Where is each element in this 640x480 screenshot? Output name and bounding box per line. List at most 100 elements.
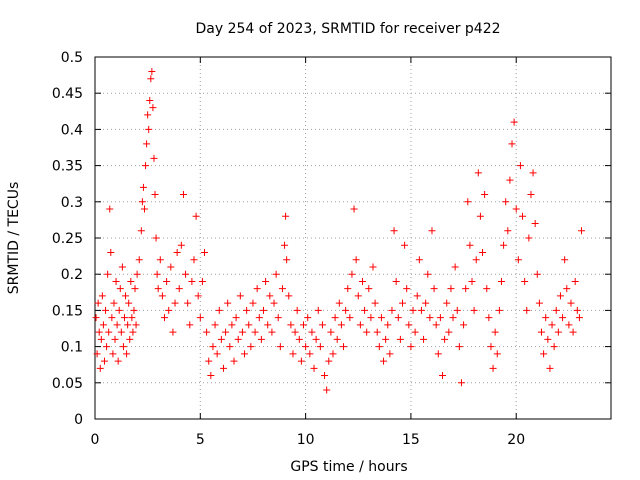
data-point <box>369 263 377 271</box>
data-point <box>137 227 145 235</box>
data-point <box>523 306 531 314</box>
data-point <box>104 270 112 278</box>
data-point <box>358 277 366 285</box>
data-point <box>424 270 432 278</box>
data-point <box>312 335 320 343</box>
data-point <box>449 314 457 322</box>
data-point <box>145 125 153 133</box>
data-point <box>403 285 411 293</box>
data-point <box>300 321 308 329</box>
data-point <box>481 191 489 199</box>
data-point <box>516 162 524 170</box>
x-tick-label: 10 <box>297 432 315 448</box>
data-point <box>497 277 505 285</box>
y-tick-label: 0.45 <box>52 86 83 102</box>
data-point <box>293 306 301 314</box>
data-point <box>169 328 177 336</box>
data-point <box>491 328 499 336</box>
data-point <box>323 386 331 394</box>
data-point <box>578 227 586 235</box>
data-point <box>439 372 447 380</box>
data-point <box>182 270 190 278</box>
data-point <box>93 350 101 358</box>
data-point <box>295 335 303 343</box>
data-point <box>464 198 472 206</box>
data-point <box>367 314 375 322</box>
data-point <box>184 299 192 307</box>
data-point <box>573 306 581 314</box>
data-point <box>132 321 140 329</box>
data-point <box>268 328 276 336</box>
data-point <box>430 285 438 293</box>
data-point <box>114 357 122 365</box>
data-point <box>546 364 554 372</box>
data-point <box>270 299 278 307</box>
data-point <box>504 227 512 235</box>
data-point <box>173 248 181 256</box>
data-point <box>457 379 465 387</box>
data-point <box>479 248 487 256</box>
data-point <box>245 321 253 329</box>
data-point <box>363 328 371 336</box>
data-point <box>407 343 415 351</box>
data-point <box>120 314 128 322</box>
data-point <box>243 306 251 314</box>
data-point <box>217 335 225 343</box>
data-point <box>310 364 318 372</box>
data-point <box>426 314 434 322</box>
data-point <box>476 212 484 220</box>
data-point <box>521 277 529 285</box>
data-point <box>510 118 518 126</box>
data-point <box>138 198 146 206</box>
data-point <box>274 314 282 322</box>
data-point <box>447 285 455 293</box>
data-point <box>251 328 259 336</box>
data-point <box>460 321 468 329</box>
data-point <box>352 256 360 264</box>
data-point <box>203 328 211 336</box>
data-point <box>556 292 564 300</box>
data-point <box>236 292 244 300</box>
data-point <box>502 198 510 206</box>
y-tick-label: 0.4 <box>61 122 83 138</box>
data-point <box>337 321 345 329</box>
data-point <box>198 277 206 285</box>
data-point <box>525 234 533 242</box>
data-point <box>487 343 495 351</box>
data-point <box>92 314 100 322</box>
data-point <box>500 241 508 249</box>
data-point <box>130 306 138 314</box>
data-point <box>434 350 442 358</box>
data-point <box>177 241 185 249</box>
y-tick-label: 0.3 <box>61 195 83 211</box>
data-point <box>276 343 284 351</box>
data-point <box>179 191 187 199</box>
data-point <box>228 321 236 329</box>
data-point <box>563 285 571 293</box>
data-point <box>417 306 425 314</box>
data-point <box>527 191 535 199</box>
data-point <box>150 154 158 162</box>
data-point <box>149 104 157 112</box>
data-point <box>542 314 550 322</box>
data-point <box>411 328 419 336</box>
data-point <box>165 306 173 314</box>
data-point <box>375 343 383 351</box>
data-point <box>156 256 164 264</box>
data-point <box>110 299 118 307</box>
data-point <box>373 328 381 336</box>
data-point <box>144 111 152 119</box>
data-point <box>148 67 156 75</box>
y-tick-label: 0.15 <box>52 303 83 319</box>
data-point <box>186 321 194 329</box>
data-point <box>118 263 126 271</box>
data-point <box>371 299 379 307</box>
data-point <box>232 314 240 322</box>
data-point <box>108 314 116 322</box>
data-point <box>535 299 543 307</box>
data-point <box>331 314 339 322</box>
data-point <box>230 357 238 365</box>
data-point <box>126 335 134 343</box>
data-point <box>97 335 105 343</box>
data-point <box>415 256 423 264</box>
